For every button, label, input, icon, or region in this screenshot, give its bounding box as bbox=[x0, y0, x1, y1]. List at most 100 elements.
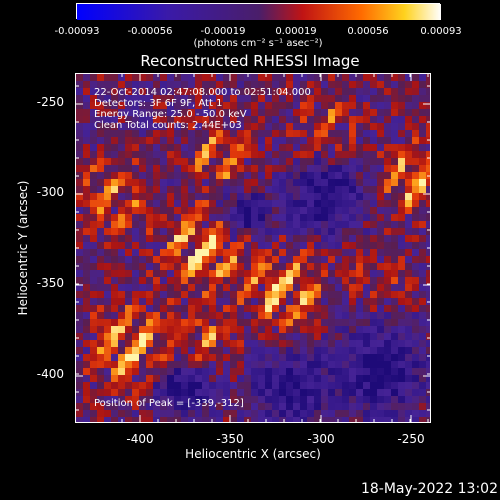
heatmap-cell bbox=[419, 228, 426, 235]
heatmap-cell bbox=[426, 382, 430, 389]
heatmap-cell bbox=[426, 249, 430, 256]
heatmap-cell bbox=[321, 396, 328, 403]
heatmap-cell bbox=[265, 417, 272, 422]
heatmap-cell bbox=[209, 186, 216, 193]
heatmap-cell bbox=[265, 410, 272, 417]
heatmap-cell bbox=[125, 193, 132, 200]
heatmap-cell bbox=[111, 193, 118, 200]
heatmap-cell bbox=[195, 116, 202, 123]
heatmap-cell bbox=[195, 270, 202, 277]
heatmap-cell bbox=[307, 368, 314, 375]
heatmap-cell bbox=[132, 403, 139, 410]
heatmap-cell bbox=[153, 256, 160, 263]
heatmap-cell bbox=[335, 102, 342, 109]
heatmap-cell bbox=[118, 102, 125, 109]
heatmap-cell bbox=[258, 158, 265, 165]
heatmap-cell bbox=[265, 305, 272, 312]
heatmap-cell bbox=[174, 186, 181, 193]
heatmap-cell bbox=[153, 235, 160, 242]
heatmap-cell bbox=[321, 263, 328, 270]
heatmap-cell bbox=[419, 354, 426, 361]
heatmap-cell bbox=[111, 172, 118, 179]
heatmap-cell bbox=[153, 144, 160, 151]
heatmap-cell bbox=[286, 123, 293, 130]
heatmap-cell bbox=[167, 312, 174, 319]
heatmap-cell bbox=[391, 207, 398, 214]
heatmap-cell bbox=[272, 312, 279, 319]
heatmap-cell bbox=[279, 116, 286, 123]
heatmap-cell bbox=[314, 81, 321, 88]
heatmap-cell bbox=[202, 291, 209, 298]
heatmap-cell bbox=[279, 193, 286, 200]
heatmap-cell bbox=[426, 354, 430, 361]
heatmap-cell bbox=[97, 361, 104, 368]
heatmap-cell bbox=[104, 242, 111, 249]
heatmap-cell bbox=[97, 291, 104, 298]
heatmap-cell bbox=[230, 123, 237, 130]
heatmap-cell bbox=[349, 410, 356, 417]
heatmap-cell bbox=[300, 207, 307, 214]
heatmap-cell bbox=[419, 403, 426, 410]
heatmap-cell bbox=[349, 228, 356, 235]
heatmap-cell bbox=[188, 291, 195, 298]
heatmap-cell bbox=[412, 361, 419, 368]
heatmap-cell bbox=[223, 326, 230, 333]
heatmap-cell bbox=[139, 263, 146, 270]
heatmap-cell bbox=[174, 214, 181, 221]
heatmap-cell bbox=[363, 333, 370, 340]
heatmap-cell bbox=[76, 410, 83, 417]
heatmap-cell bbox=[412, 270, 419, 277]
heatmap-cell bbox=[412, 228, 419, 235]
heatmap-cell bbox=[202, 74, 209, 81]
heatmap-cell bbox=[174, 74, 181, 81]
heatmap-cell bbox=[237, 312, 244, 319]
heatmap-cell bbox=[314, 74, 321, 81]
heatmap-cell bbox=[181, 221, 188, 228]
heatmap-cell bbox=[384, 347, 391, 354]
heatmap-cell bbox=[377, 186, 384, 193]
heatmap-cell bbox=[111, 347, 118, 354]
heatmap-cell bbox=[76, 74, 83, 81]
heatmap-cell bbox=[272, 88, 279, 95]
heatmap-cell bbox=[265, 326, 272, 333]
heatmap-cell bbox=[426, 340, 430, 347]
heatmap-cell bbox=[391, 151, 398, 158]
heatmap-cell bbox=[90, 165, 97, 172]
heatmap-image bbox=[76, 74, 430, 422]
heatmap-cell bbox=[412, 382, 419, 389]
heatmap-cell bbox=[237, 123, 244, 130]
heatmap-cell bbox=[251, 382, 258, 389]
heatmap-cell bbox=[146, 186, 153, 193]
heatmap-cell bbox=[307, 263, 314, 270]
heatmap-cell bbox=[132, 284, 139, 291]
heatmap-cell bbox=[97, 340, 104, 347]
heatmap-cell bbox=[244, 256, 251, 263]
heatmap-cell bbox=[307, 347, 314, 354]
heatmap-cell bbox=[167, 298, 174, 305]
heatmap-cell bbox=[321, 340, 328, 347]
heatmap-cell bbox=[153, 88, 160, 95]
heatmap-cell bbox=[125, 368, 132, 375]
heatmap-cell bbox=[230, 151, 237, 158]
heatmap-cell bbox=[307, 333, 314, 340]
heatmap-cell bbox=[405, 235, 412, 242]
heatmap-cell bbox=[209, 214, 216, 221]
heatmap-cell bbox=[125, 228, 132, 235]
heatmap-cell bbox=[405, 305, 412, 312]
heatmap-cell bbox=[153, 102, 160, 109]
heatmap-cell bbox=[321, 326, 328, 333]
heatmap-cell bbox=[307, 172, 314, 179]
heatmap-cell bbox=[335, 305, 342, 312]
heatmap-cell bbox=[391, 221, 398, 228]
heatmap-cell bbox=[419, 375, 426, 382]
heatmap-cell bbox=[426, 179, 430, 186]
heatmap-cell bbox=[160, 221, 167, 228]
heatmap-cell bbox=[237, 137, 244, 144]
heatmap-cell bbox=[251, 207, 258, 214]
heatmap-cell bbox=[118, 403, 125, 410]
heatmap-cell bbox=[419, 340, 426, 347]
heatmap-cell bbox=[279, 382, 286, 389]
heatmap-cell bbox=[202, 249, 209, 256]
heatmap-cell bbox=[349, 137, 356, 144]
heatmap-cell bbox=[223, 277, 230, 284]
